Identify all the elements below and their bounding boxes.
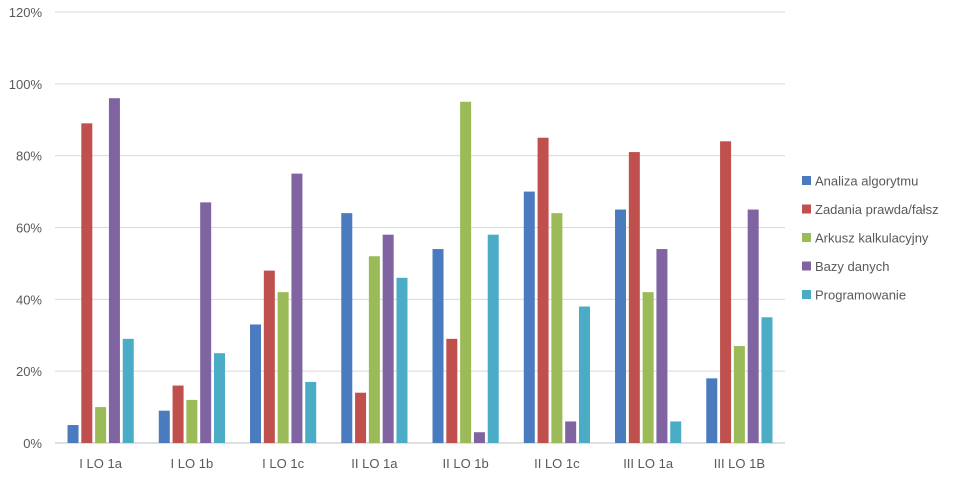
y-tick-label: 0% — [23, 436, 42, 451]
bar — [81, 123, 93, 443]
bar — [396, 277, 408, 443]
legend-swatch — [802, 233, 811, 242]
legend-swatch — [802, 176, 811, 185]
bar — [368, 256, 380, 443]
bar — [291, 173, 303, 443]
legend-label: Programowanie — [815, 288, 906, 303]
bar — [747, 209, 759, 443]
x-tick-label: II LO 1b — [443, 456, 489, 471]
legend-label: Zadania prawda/fałsz — [815, 202, 939, 217]
bar — [656, 249, 668, 443]
bar — [578, 306, 590, 443]
y-tick-label: 100% — [9, 77, 43, 92]
bar — [122, 338, 134, 443]
bar — [537, 137, 549, 444]
bar — [733, 346, 745, 443]
bar — [250, 324, 262, 443]
bar — [523, 191, 535, 443]
bar — [642, 292, 654, 443]
x-tick-label: III LO 1a — [623, 456, 674, 471]
x-tick-label: I LO 1c — [262, 456, 304, 471]
bar — [446, 338, 458, 443]
y-tick-label: 60% — [16, 221, 42, 236]
bar — [473, 432, 485, 443]
bar — [341, 213, 353, 443]
legend-swatch — [802, 261, 811, 271]
x-tick-label: I LO 1a — [79, 456, 122, 471]
bar — [487, 234, 499, 443]
bar — [382, 234, 394, 443]
bar — [158, 410, 170, 443]
x-tick-label: I LO 1b — [171, 456, 214, 471]
bar — [200, 202, 212, 443]
legend-swatch — [802, 290, 811, 299]
x-tick-label: III LO 1B — [714, 456, 765, 471]
bar — [172, 385, 184, 443]
bar — [460, 101, 472, 444]
bar — [213, 353, 225, 443]
legend-swatch — [802, 204, 811, 214]
bar — [277, 292, 289, 443]
y-tick-label: 80% — [16, 149, 42, 164]
bar — [706, 378, 718, 443]
y-tick-label: 20% — [16, 364, 42, 379]
bar — [551, 213, 563, 443]
bar — [628, 152, 640, 443]
legend-label: Arkusz kalkulacyjny — [815, 231, 929, 246]
bar — [432, 249, 444, 443]
bar — [95, 407, 107, 443]
bar — [565, 421, 577, 443]
bar — [670, 421, 682, 443]
bar — [67, 425, 79, 443]
bar — [186, 399, 198, 443]
bar — [615, 209, 627, 443]
bar — [355, 392, 367, 443]
x-tick-label: II LO 1a — [351, 456, 398, 471]
y-tick-label: 120% — [9, 5, 43, 20]
bar — [305, 381, 317, 443]
y-tick-label: 40% — [16, 292, 42, 307]
legend-label: Bazy danych — [815, 259, 889, 274]
bar — [108, 98, 120, 443]
x-tick-label: II LO 1c — [534, 456, 580, 471]
bar — [720, 141, 732, 444]
legend-label: Analiza algorytmu — [815, 174, 918, 189]
bar — [761, 317, 773, 443]
bar — [263, 270, 275, 443]
